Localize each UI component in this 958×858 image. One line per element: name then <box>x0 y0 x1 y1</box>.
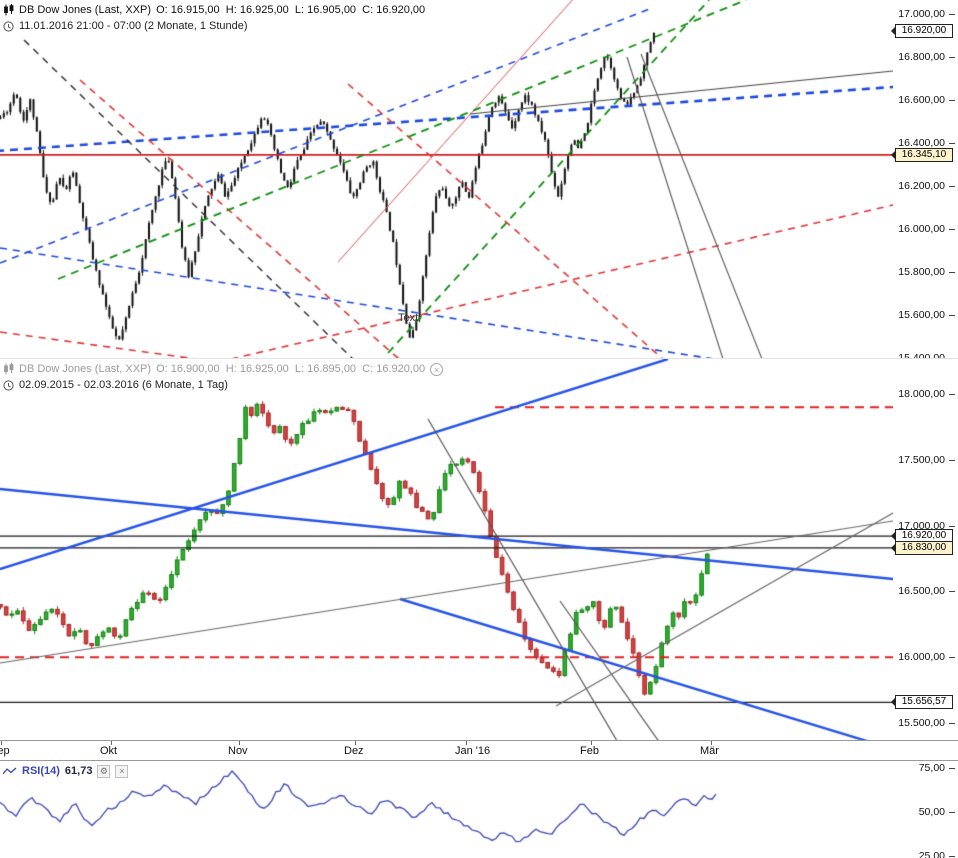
candlestick-icon <box>4 4 14 16</box>
price-tick-label: 17.500,00 <box>893 454 958 466</box>
price-tick-label: 75,00 <box>893 762 958 774</box>
axis-tick-mark <box>949 314 955 316</box>
time-tick-mark <box>239 741 240 745</box>
rsi-chart-canvas[interactable] <box>0 761 893 858</box>
badge-arrow <box>891 150 895 159</box>
price-tick-label: 50,00 <box>893 806 958 818</box>
time-tick-mark <box>1 741 2 745</box>
price-tick-label: 15.800,00 <box>893 266 958 278</box>
price-tick-label: 15.400,00 <box>893 352 958 358</box>
hourly-chart-canvas[interactable] <box>0 0 893 358</box>
text-annotation[interactable]: Text <box>398 312 419 324</box>
badge-arrow <box>891 698 895 707</box>
axis-tick-mark <box>949 56 955 58</box>
price-tick-label: 16.200,00 <box>893 180 958 192</box>
price-tick-label: 16.000,00 <box>893 651 958 663</box>
close-icon[interactable]: × <box>115 764 129 778</box>
daily-chart-canvas[interactable] <box>0 359 893 740</box>
axis-tick-mark <box>949 768 955 770</box>
axis-tick-mark <box>949 856 955 858</box>
instrument-name: DB Dow Jones (Last, XXP) <box>19 4 152 16</box>
price-tick-label: 17.000,00 <box>893 8 958 20</box>
badge-arrow <box>891 27 895 36</box>
ohlc-readout: O: 16.915,00 H: 16.925,00 L: 16.905,00 C… <box>156 4 426 16</box>
axis-tick-mark <box>949 459 955 461</box>
candlestick-icon <box>4 363 14 375</box>
axis-tick-mark <box>949 812 955 814</box>
instrument-name: DB Dow Jones (Last, XXP) <box>19 363 152 375</box>
hourly-price-axis[interactable]: 17.000,00 16.800,00 16.600,00 16.400,00 16.2… <box>891 0 958 358</box>
axis-tick-mark <box>949 228 955 230</box>
axis-tick-mark <box>949 394 955 395</box>
axis-tick-mark <box>949 591 955 593</box>
month-label: Feb <box>580 745 599 757</box>
last-price-badge: 16.920,00 <box>891 24 953 39</box>
time-tick-mark <box>111 741 112 745</box>
month-label: Mär <box>700 745 719 757</box>
period-label: 11.01.2016 21:00 - 07:00 (2 Monate, 1 St… <box>19 20 248 32</box>
support-level-badge: 15.656,57 <box>891 695 953 710</box>
axis-tick-mark <box>949 13 955 15</box>
rsi-header: RSI(14) 61,73 ⚙ × <box>3 763 129 779</box>
rsi-indicator-panel: 75,00 50,00 25,00 RSI(14) 61,73 ⚙ × <box>0 761 958 858</box>
price-tick-label: 25,00 <box>893 850 958 858</box>
panel-close-icon[interactable]: × <box>430 362 444 376</box>
axis-tick-mark <box>949 185 955 187</box>
rsi-value-axis[interactable]: 75,00 50,00 25,00 <box>893 761 958 858</box>
month-label: Sep <box>0 745 10 757</box>
settings-icon[interactable]: ⚙ <box>97 764 111 778</box>
hourly-chart-header: DB Dow Jones (Last, XXP) O: 16.915,00 H:… <box>3 2 425 34</box>
price-tick-label: 17.000,00 <box>893 520 958 532</box>
month-label: Okt <box>100 745 118 757</box>
period-label: 02.09.2015 - 02.03.2016 (6 Monate, 1 Tag… <box>19 379 228 391</box>
price-tick-label: 16.500,00 <box>893 585 958 597</box>
clock-icon <box>3 379 14 391</box>
axis-tick-mark <box>949 722 955 724</box>
hourly-chart-panel: 17.000,00 16.800,00 16.600,00 16.400,00 16.2… <box>0 0 958 358</box>
price-tick-label: 16.400,00 <box>893 137 958 149</box>
indicator-line-icon <box>3 767 17 774</box>
price-tick-label: 15.600,00 <box>893 309 958 321</box>
month-label: Jan '16 <box>455 745 491 757</box>
axis-tick-mark <box>949 271 955 273</box>
time-axis[interactable]: Sep Okt Nov Dez Jan '16 Feb Mär <box>0 740 958 761</box>
month-label: Nov <box>228 745 248 757</box>
daily-chart-panel: 18.000,00 17.500,00 17.000,00 16.500,00 16.0… <box>0 358 958 740</box>
indicator-name: RSI(14) <box>22 765 60 777</box>
price-tick-label: 18.000,00 <box>893 388 958 400</box>
axis-tick-mark <box>949 657 955 659</box>
badge-arrow <box>891 532 895 541</box>
ohlc-readout: O: 16.900,00 H: 16.925,00 L: 16.895,00 C… <box>156 363 426 375</box>
time-tick-mark <box>466 741 467 745</box>
axis-tick-mark <box>949 99 955 101</box>
clock-icon <box>3 20 14 32</box>
daily-chart-header: DB Dow Jones (Last, XXP) O: 16.900,00 H:… <box>3 361 444 393</box>
price-tick-label: 16.000,00 <box>893 223 958 235</box>
price-tick-label: 16.800,00 <box>893 51 958 63</box>
axis-tick-mark <box>949 142 955 144</box>
daily-price-axis[interactable]: 18.000,00 17.500,00 17.000,00 16.500,00 16.0… <box>891 359 958 740</box>
time-tick-mark <box>355 741 356 745</box>
indicator-value: 61,73 <box>64 765 93 777</box>
alert-level-badge: 16.830,00 <box>891 540 953 555</box>
time-tick-mark <box>591 741 592 745</box>
axis-tick-mark <box>949 525 955 527</box>
price-tick-label: 15.500,00 <box>893 717 958 729</box>
price-tick-label: 16.600,00 <box>893 94 958 106</box>
month-label: Dez <box>344 745 364 757</box>
time-tick-mark <box>711 741 712 745</box>
alert-level-badge: 16.345,10 <box>891 147 953 162</box>
badge-arrow <box>891 543 895 552</box>
